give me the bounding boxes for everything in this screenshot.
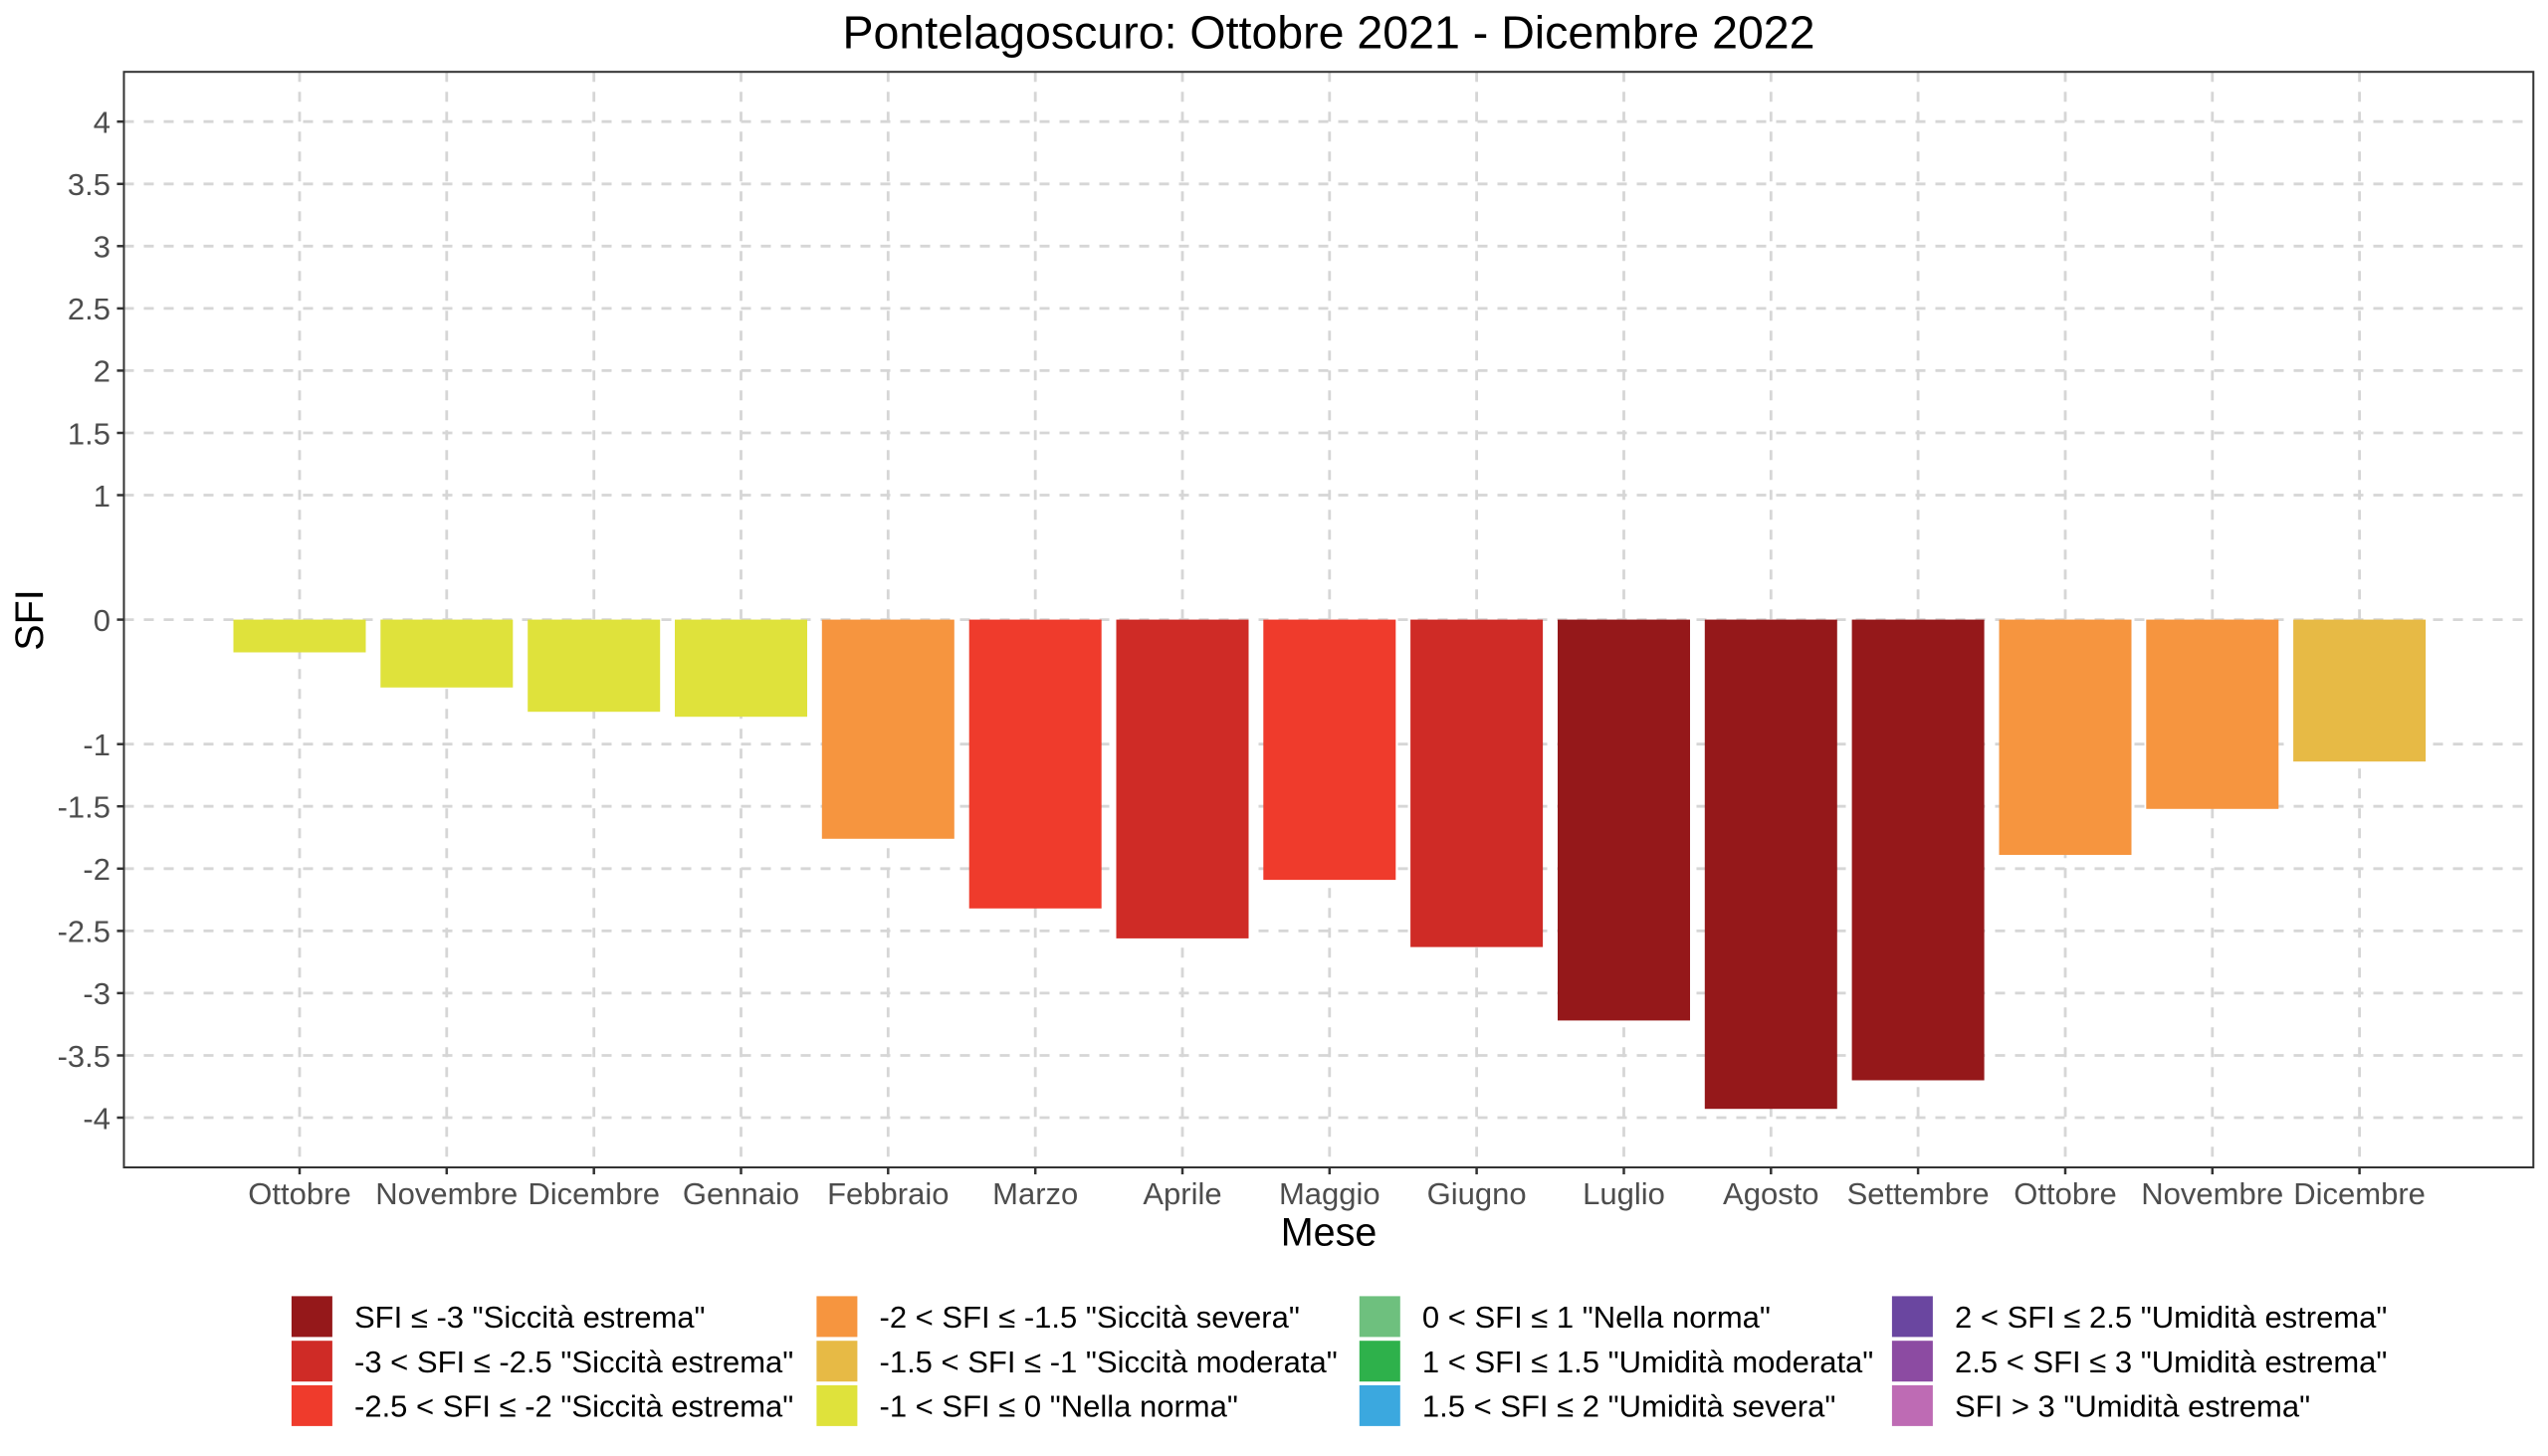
svg-text:0 < SFI ≤ 1 "Nella norma": 0 < SFI ≤ 1 "Nella norma" bbox=[1422, 1300, 1771, 1335]
svg-text:Dicembre: Dicembre bbox=[2293, 1176, 2426, 1211]
svg-text:-2: -2 bbox=[83, 852, 110, 887]
svg-text:-3 < SFI ≤ -2.5 "Siccità estre: -3 < SFI ≤ -2.5 "Siccità estrema" bbox=[354, 1345, 793, 1379]
svg-text:1 < SFI ≤ 1.5 "Umidità moderat: 1 < SFI ≤ 1.5 "Umidità moderata" bbox=[1422, 1345, 1873, 1379]
svg-text:SFI: SFI bbox=[8, 589, 52, 650]
svg-text:-1.5 < SFI ≤ -1 "Siccità moder: -1.5 < SFI ≤ -1 "Siccità moderata" bbox=[880, 1345, 1338, 1379]
svg-text:-4: -4 bbox=[83, 1101, 110, 1136]
svg-text:Mese: Mese bbox=[1281, 1210, 1378, 1254]
svg-text:4: 4 bbox=[94, 105, 110, 140]
svg-text:-1 < SFI ≤ 0 "Nella norma": -1 < SFI ≤ 0 "Nella norma" bbox=[880, 1389, 1238, 1424]
svg-text:-2.5 < SFI ≤ -2 "Siccità estre: -2.5 < SFI ≤ -2 "Siccità estrema" bbox=[354, 1389, 793, 1424]
svg-text:3: 3 bbox=[94, 230, 110, 265]
svg-text:Pontelagoscuro: Ottobre 2021 -: Pontelagoscuro: Ottobre 2021 - Dicembre … bbox=[842, 7, 1814, 59]
svg-text:Gennaio: Gennaio bbox=[683, 1176, 799, 1211]
svg-text:Marzo: Marzo bbox=[992, 1176, 1078, 1211]
svg-text:Novembre: Novembre bbox=[2141, 1176, 2283, 1211]
svg-text:-1.5: -1.5 bbox=[58, 790, 110, 825]
svg-text:1: 1 bbox=[94, 479, 110, 514]
svg-text:-1: -1 bbox=[83, 728, 110, 762]
svg-text:Febbraio: Febbraio bbox=[827, 1176, 949, 1211]
svg-text:1.5: 1.5 bbox=[68, 416, 110, 451]
svg-text:2 < SFI ≤ 2.5 "Umidità estrema: 2 < SFI ≤ 2.5 "Umidità estrema" bbox=[1955, 1300, 2387, 1335]
svg-text:-3: -3 bbox=[83, 976, 110, 1011]
svg-text:Giugno: Giugno bbox=[1427, 1176, 1527, 1211]
svg-text:1.5 < SFI ≤ 2 "Umidità severa": 1.5 < SFI ≤ 2 "Umidità severa" bbox=[1422, 1389, 1836, 1424]
svg-text:-2 < SFI ≤ -1.5 "Siccità sever: -2 < SFI ≤ -1.5 "Siccità severa" bbox=[880, 1300, 1300, 1335]
svg-text:-2.5: -2.5 bbox=[58, 915, 110, 949]
svg-text:Maggio: Maggio bbox=[1279, 1176, 1380, 1211]
svg-text:Ottobre: Ottobre bbox=[2014, 1176, 2116, 1211]
svg-text:2: 2 bbox=[94, 354, 110, 389]
svg-text:Dicembre: Dicembre bbox=[528, 1176, 660, 1211]
svg-text:Novembre: Novembre bbox=[375, 1176, 518, 1211]
svg-text:2.5: 2.5 bbox=[68, 292, 110, 326]
svg-text:Ottobre: Ottobre bbox=[248, 1176, 350, 1211]
svg-text:SFI > 3 "Umidità estrema": SFI > 3 "Umidità estrema" bbox=[1955, 1389, 2310, 1424]
svg-text:Luglio: Luglio bbox=[1583, 1176, 1665, 1211]
svg-text:Aprile: Aprile bbox=[1143, 1176, 1221, 1211]
svg-text:Settembre: Settembre bbox=[1847, 1176, 1990, 1211]
svg-text:SFI ≤ -3 "Siccità estrema": SFI ≤ -3 "Siccità estrema" bbox=[354, 1300, 706, 1335]
svg-text:3.5: 3.5 bbox=[68, 167, 110, 202]
svg-text:2.5 < SFI ≤ 3 "Umidità estrema: 2.5 < SFI ≤ 3 "Umidità estrema" bbox=[1955, 1345, 2387, 1379]
svg-text:Agosto: Agosto bbox=[1723, 1176, 1819, 1211]
svg-text:0: 0 bbox=[94, 603, 110, 638]
svg-text:-3.5: -3.5 bbox=[58, 1039, 110, 1074]
